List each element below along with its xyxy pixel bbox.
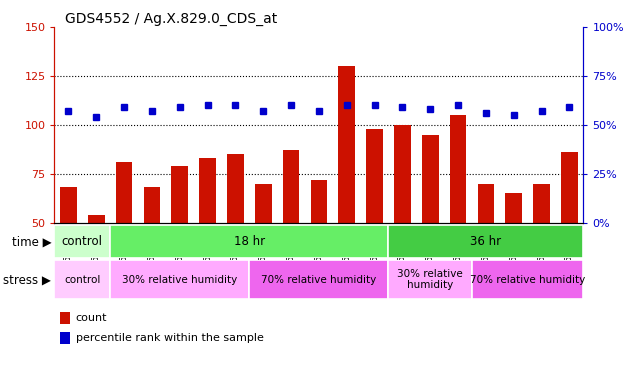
Bar (366, 129, 383, 223)
Bar (88, 215, 104, 223)
Bar (561, 152, 578, 223)
Bar (249, 260, 388, 299)
Bar (54, 260, 110, 299)
Text: 36 hr: 36 hr (470, 235, 501, 248)
Bar (472, 260, 583, 299)
Bar (338, 66, 355, 223)
Text: 30% relative humidity: 30% relative humidity (122, 275, 237, 285)
Bar (54, 225, 110, 258)
Text: 30% relative
humidity: 30% relative humidity (397, 269, 463, 290)
Text: 70% relative humidity: 70% relative humidity (262, 275, 376, 285)
Bar (505, 194, 522, 223)
Bar (388, 260, 472, 299)
Bar (478, 184, 494, 223)
Bar (388, 225, 583, 258)
Bar (533, 184, 550, 223)
Bar (255, 184, 272, 223)
Bar (60, 311, 71, 324)
Text: GDS4552 / Ag.X.829.0_CDS_at: GDS4552 / Ag.X.829.0_CDS_at (65, 12, 278, 26)
Bar (310, 180, 328, 223)
Bar (171, 166, 188, 223)
Bar (422, 135, 438, 223)
Text: stress ▶: stress ▶ (3, 273, 51, 286)
Text: percentile rank within the sample: percentile rank within the sample (76, 333, 263, 343)
Bar (450, 115, 467, 223)
Bar (394, 125, 411, 223)
Bar (116, 162, 133, 223)
Bar (144, 187, 160, 223)
Bar (227, 154, 244, 223)
Text: count: count (76, 313, 107, 323)
Bar (60, 332, 71, 344)
Text: 70% relative humidity: 70% relative humidity (470, 275, 585, 285)
Bar (110, 260, 249, 299)
Text: time ▶: time ▶ (12, 235, 51, 248)
Bar (110, 225, 388, 258)
Text: control: control (64, 275, 101, 285)
Bar (60, 187, 77, 223)
Text: control: control (62, 235, 103, 248)
Text: 18 hr: 18 hr (234, 235, 265, 248)
Bar (283, 150, 299, 223)
Bar (199, 158, 216, 223)
